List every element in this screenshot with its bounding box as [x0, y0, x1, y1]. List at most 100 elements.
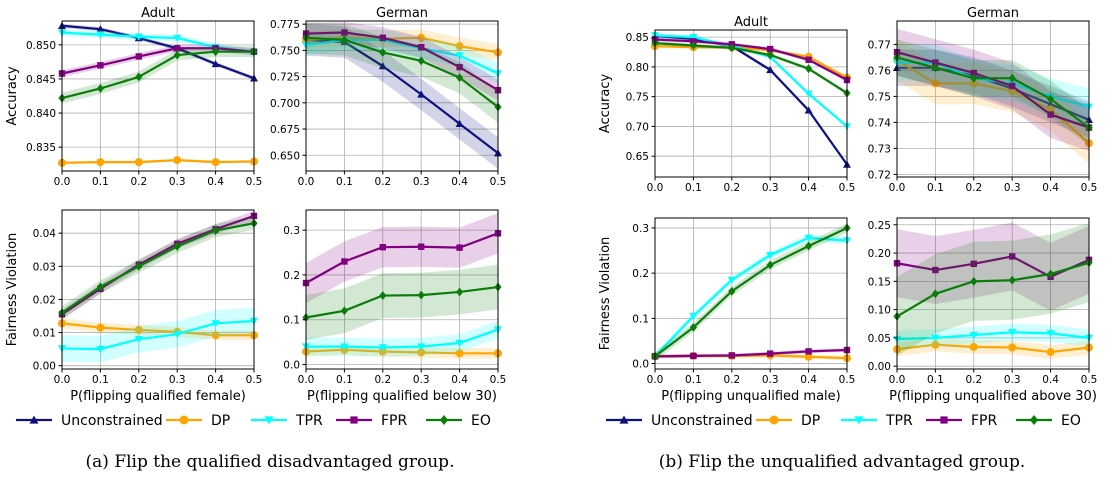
point-eo	[379, 291, 387, 300]
point-dp	[931, 79, 940, 88]
point-fpr	[767, 45, 774, 53]
x-axis-label: P(flipping unqualified male)	[661, 389, 841, 404]
point-unconstrained	[211, 59, 220, 68]
y-tick-label: 0.20	[868, 248, 891, 260]
y-tick-label: 0.10	[868, 305, 891, 317]
line-fpr	[896, 51, 1090, 129]
point-eo	[135, 72, 143, 82]
point-eo	[96, 282, 104, 292]
axes-frame	[654, 217, 848, 370]
line-fpr	[61, 47, 255, 75]
x-tick-label: 0.4	[1042, 374, 1059, 386]
x-tick-label: 0.3	[1004, 182, 1021, 194]
legend-marker	[264, 416, 274, 425]
point-eo	[212, 47, 220, 57]
y-tick-label: 0.1	[632, 313, 649, 325]
x-tick-label: 0.3	[169, 374, 186, 386]
x-tick-label: 0.3	[1004, 374, 1021, 386]
subplot-b-4: 0.0 0.1 0.2 0.3 0.4 0.5 0.65 0.70 0.75 0.80 0.85 Ad…	[598, 15, 855, 194]
point-eo	[212, 226, 220, 235]
axes-frame	[896, 217, 1090, 370]
point-dp	[417, 348, 426, 357]
point-dp	[455, 42, 464, 51]
y-tick-label: 0.840	[26, 108, 56, 120]
subplot-b-5: 0.0 0.1 0.2 0.3 0.4 0.5 0.72 0.73 0.74 0.75 0.76 0.…	[868, 6, 1098, 194]
x-tick-label: 0.0	[298, 374, 315, 386]
x-tick-label: 0.1	[336, 374, 353, 386]
point-dp	[173, 156, 182, 165]
point-eo	[417, 290, 425, 300]
point-dp	[96, 323, 105, 332]
band-dp	[655, 44, 847, 80]
point-tpr	[931, 334, 940, 342]
x-tick-label: 0.2	[723, 182, 740, 194]
x-tick-label: 0.2	[374, 374, 391, 386]
series-tpr	[893, 323, 1093, 348]
point-eo	[931, 289, 939, 299]
x-tick-label: 0.4	[207, 176, 224, 188]
axes-frame	[305, 209, 499, 370]
y-tick-label: 0.775	[270, 19, 300, 31]
band-eo	[62, 46, 254, 104]
series-eo	[302, 22, 502, 123]
point-eo	[1047, 269, 1055, 279]
point-tpr	[1008, 329, 1017, 337]
point-dp	[378, 347, 387, 356]
series-fpr	[893, 28, 1093, 151]
point-eo	[766, 50, 774, 60]
y-tick-label: 0.750	[270, 45, 300, 57]
series-tpr	[302, 320, 502, 357]
point-fpr	[341, 29, 348, 36]
x-tick-label: 0.0	[647, 182, 664, 194]
x-tick-label: 0.5	[1081, 182, 1098, 194]
y-tick-label: 0.0	[632, 359, 649, 371]
x-tick-label: 0.4	[800, 374, 817, 386]
legend-label: TPR	[885, 413, 913, 429]
series-eo	[893, 39, 1093, 146]
x-axis-label: P(flipping qualified below 30)	[307, 389, 497, 404]
legend-marker	[439, 415, 449, 425]
point-dp	[211, 158, 220, 167]
caption-b: (b) Flip the unqualified advantaged grou…	[659, 452, 1026, 472]
point-tpr	[173, 34, 182, 43]
x-tick-label: 0.0	[889, 374, 906, 386]
point-tpr	[969, 331, 978, 340]
point-eo	[417, 56, 425, 66]
legend-item-eo: EO	[1016, 413, 1081, 429]
band-fpr	[306, 213, 498, 304]
legend-item-fpr: FPR	[926, 413, 997, 429]
point-eo	[173, 242, 181, 251]
point-tpr	[689, 312, 698, 321]
y-axis-label: Accuracy	[5, 66, 20, 126]
point-tpr	[96, 31, 105, 39]
y-tick-label: 0.700	[270, 98, 300, 110]
legend-marker	[350, 416, 358, 424]
y-tick-label: 0.25	[868, 220, 891, 232]
x-tick-label: 0.2	[130, 176, 147, 188]
line-tpr	[306, 328, 499, 349]
point-dp	[969, 342, 978, 351]
point-tpr	[134, 33, 143, 41]
line-dp	[896, 343, 1090, 354]
subplot-b-6: 0.0 0.1 0.2 0.3 0.4 0.5 0.0 0.1 0.2 0.3 P(flipping…	[598, 217, 855, 404]
y-tick-label: 0.03	[33, 261, 56, 273]
x-tick-label: 0.3	[413, 176, 430, 188]
legend-item-dp: DP	[756, 413, 820, 429]
point-fpr	[1047, 111, 1054, 118]
x-tick-label: 0.1	[92, 374, 109, 386]
band-eo	[306, 22, 498, 123]
point-eo	[340, 35, 348, 45]
x-tick-label: 0.1	[685, 374, 702, 386]
y-tick-label: 0.77	[868, 39, 891, 51]
point-eo	[970, 276, 978, 286]
point-dp	[931, 340, 940, 349]
legend-item-tpr: TPR	[841, 413, 913, 429]
subplot-b-7: 0.0 0.1 0.2 0.3 0.4 0.5 0.00 0.05 0.10 0.15 0.20 0.…	[868, 217, 1097, 404]
x-tick-label: 0.5	[246, 176, 263, 188]
subplot-title: Adult	[141, 6, 175, 21]
line-tpr	[896, 331, 1090, 341]
point-fpr	[970, 260, 977, 268]
y-tick-label: 0.845	[26, 74, 56, 86]
point-fpr	[1009, 253, 1016, 260]
point-unconstrained	[378, 62, 387, 70]
